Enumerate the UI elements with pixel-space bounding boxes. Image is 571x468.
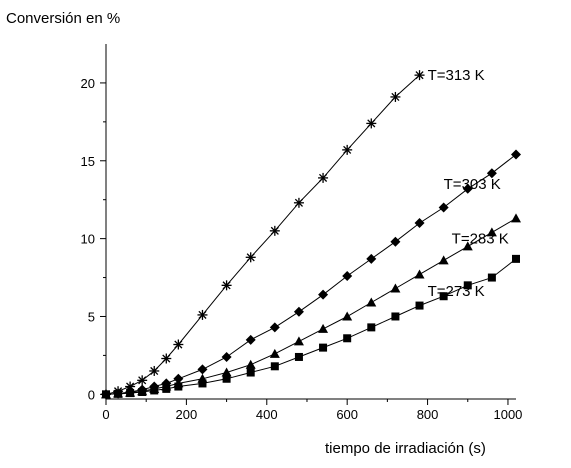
data-point-triangle [511, 213, 521, 223]
data-point-diamond [486, 168, 497, 179]
data-point-square [270, 362, 279, 371]
data-point-asterisk [390, 91, 401, 102]
data-point-diamond [462, 183, 473, 194]
data-point-square [391, 312, 400, 321]
series-label: T=313 K [428, 67, 485, 84]
data-point-triangle [462, 241, 473, 251]
data-point-diamond [414, 218, 425, 229]
data-point-triangle [293, 336, 304, 346]
data-point-square [102, 390, 110, 399]
data-point-diamond [318, 289, 329, 300]
data-point-square [415, 301, 424, 310]
y-axis-label: Conversión en % [6, 10, 121, 27]
data-point-diamond [293, 306, 304, 317]
data-point-asterisk [342, 144, 353, 155]
data-point-asterisk [414, 70, 425, 81]
x-tick-label: 1000 [493, 407, 522, 422]
series-line [105, 258, 517, 395]
data-point-square [174, 382, 183, 391]
x-tick-label: 0 [102, 407, 109, 422]
data-point-square [487, 273, 496, 282]
data-point-diamond [221, 351, 232, 362]
data-point-triangle [414, 269, 425, 279]
y-tick-label: 15 [81, 154, 95, 169]
data-point-triangle [269, 348, 280, 358]
x-tick-label: 800 [417, 407, 439, 422]
data-point-triangle [366, 297, 377, 307]
y-tick-label: 0 [88, 387, 95, 402]
data-point-asterisk [173, 339, 184, 350]
data-point-triangle [438, 255, 449, 265]
y-tick-label: 20 [81, 76, 95, 91]
data-point-diamond [366, 253, 377, 264]
series-label: T=303 K [444, 176, 501, 193]
y-tick-label: 10 [81, 232, 95, 247]
data-point-diamond [342, 270, 353, 281]
data-point-square [319, 343, 328, 352]
data-point-asterisk [293, 197, 304, 208]
data-point-asterisk [137, 375, 148, 386]
data-point-square [294, 352, 303, 361]
data-point-square [343, 334, 352, 343]
data-point-asterisk [318, 172, 329, 183]
series-label: T=283 K [452, 230, 509, 247]
data-point-asterisk [197, 309, 208, 320]
data-point-triangle [486, 227, 497, 237]
data-point-diamond [269, 322, 280, 333]
data-point-square [512, 254, 520, 263]
x-axis-label: tiempo de irradiación (s) [325, 440, 486, 457]
data-point-square [150, 386, 159, 395]
data-point-square [439, 292, 448, 301]
x-tick-label: 600 [336, 407, 358, 422]
data-point-square [126, 389, 135, 398]
data-point-diamond [245, 334, 256, 345]
data-point-square [246, 368, 255, 377]
data-point-diamond [438, 202, 449, 213]
data-point-triangle [342, 311, 353, 321]
data-point-asterisk [366, 118, 377, 129]
data-point-square [138, 387, 147, 396]
data-point-square [463, 281, 472, 290]
x-tick-label: 200 [176, 407, 198, 422]
data-point-square [198, 379, 207, 388]
data-point-asterisk [161, 353, 172, 364]
data-point-square [162, 384, 171, 393]
data-point-diamond [197, 364, 208, 375]
data-point-asterisk [149, 365, 160, 376]
y-tick-label: 5 [88, 309, 95, 324]
data-point-triangle [390, 283, 401, 293]
data-point-asterisk [245, 252, 256, 263]
data-point-triangle [221, 367, 232, 377]
data-point-square [114, 389, 123, 398]
x-tick-label: 400 [256, 407, 278, 422]
data-point-asterisk [269, 225, 280, 236]
series-label: T=273 K [428, 283, 485, 300]
data-point-diamond [511, 149, 521, 160]
data-point-diamond [390, 236, 401, 247]
data-point-triangle [318, 323, 329, 333]
data-point-asterisk [221, 280, 232, 291]
data-point-square [222, 374, 231, 383]
data-point-triangle [245, 359, 256, 369]
data-point-square [367, 323, 376, 332]
